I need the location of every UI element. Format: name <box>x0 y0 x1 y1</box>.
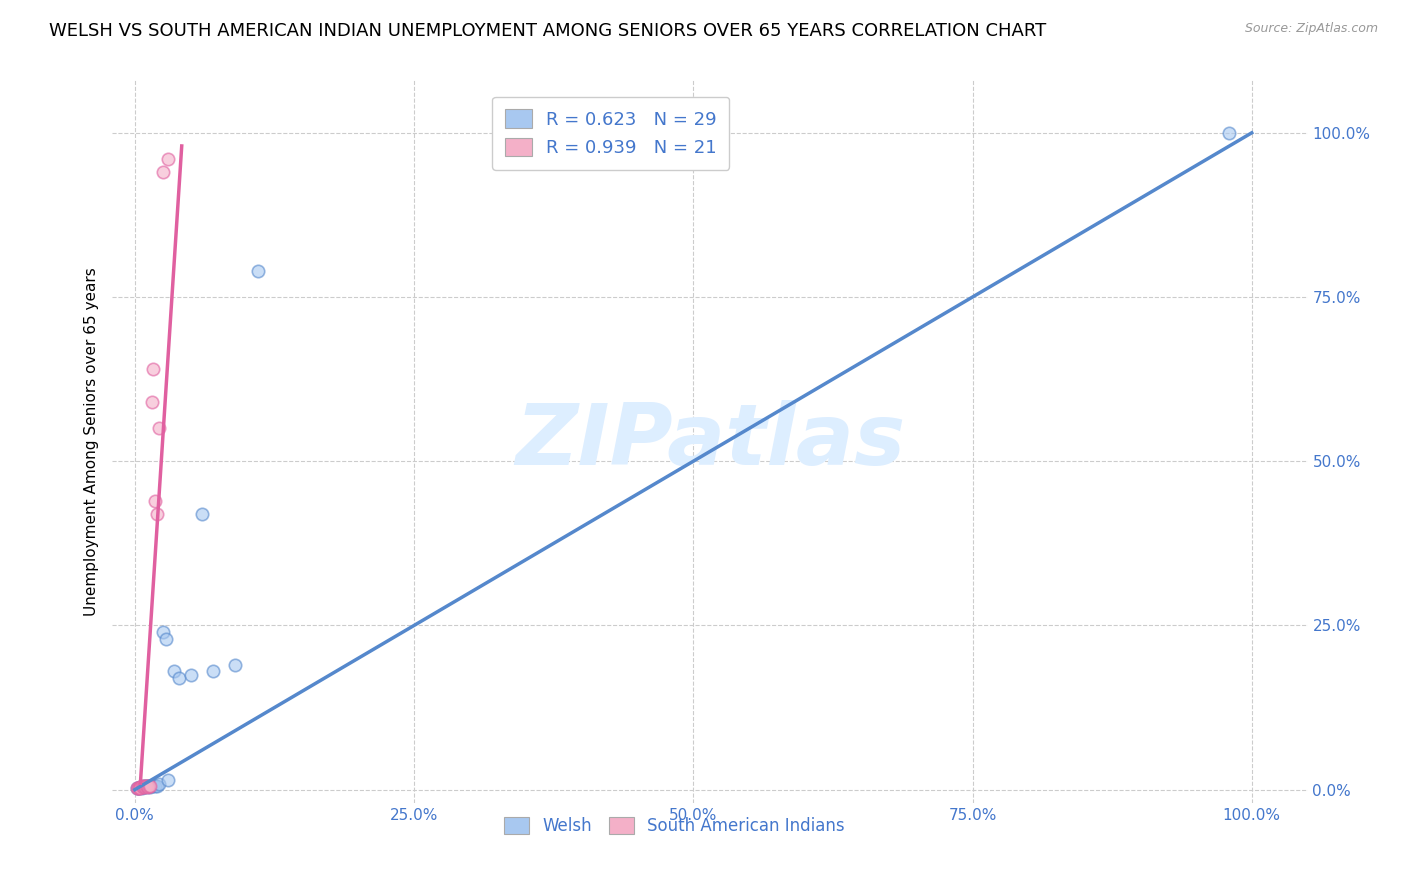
Point <box>136 779 159 793</box>
Point <box>135 780 157 794</box>
Point <box>155 632 177 646</box>
Point <box>143 493 166 508</box>
Point <box>163 665 186 679</box>
Point <box>152 165 174 179</box>
Point <box>128 780 150 795</box>
Point <box>142 778 165 792</box>
Point <box>128 780 150 795</box>
Point <box>138 779 160 793</box>
Legend: Welsh, South American Indians: Welsh, South American Indians <box>494 807 855 845</box>
Point <box>142 362 165 376</box>
Point <box>129 780 152 794</box>
Point <box>136 780 159 794</box>
Text: ZIPatlas: ZIPatlas <box>515 400 905 483</box>
Point <box>131 780 153 794</box>
Point <box>169 671 191 685</box>
Y-axis label: Unemployment Among Seniors over 65 years: Unemployment Among Seniors over 65 years <box>83 268 98 615</box>
Point <box>180 667 202 681</box>
Point <box>146 507 169 521</box>
Point <box>131 780 153 794</box>
Point <box>134 780 156 794</box>
Point <box>148 777 170 791</box>
Point <box>131 780 153 795</box>
Point <box>136 780 159 794</box>
Point <box>143 780 166 794</box>
Point <box>127 780 149 795</box>
Point <box>246 264 269 278</box>
Point <box>201 665 224 679</box>
Point <box>129 780 152 795</box>
Point <box>132 780 155 794</box>
Point <box>132 780 155 794</box>
Point <box>146 779 169 793</box>
Point <box>139 780 162 794</box>
Point <box>191 507 214 521</box>
Point <box>135 779 157 793</box>
Point <box>125 781 148 796</box>
Point <box>138 780 160 794</box>
Point <box>129 780 152 794</box>
Point <box>152 625 174 640</box>
Point <box>134 780 156 794</box>
Point <box>141 780 163 794</box>
Text: Source: ZipAtlas.com: Source: ZipAtlas.com <box>1244 22 1378 36</box>
Point <box>1218 126 1240 140</box>
Point <box>224 657 246 672</box>
Point <box>127 780 149 795</box>
Point <box>139 779 162 793</box>
Point <box>141 395 163 409</box>
Point <box>131 780 153 794</box>
Point <box>136 780 159 794</box>
Point <box>157 772 180 787</box>
Text: WELSH VS SOUTH AMERICAN INDIAN UNEMPLOYMENT AMONG SENIORS OVER 65 YEARS CORRELAT: WELSH VS SOUTH AMERICAN INDIAN UNEMPLOYM… <box>49 22 1046 40</box>
Point <box>157 152 180 166</box>
Point <box>148 421 170 435</box>
Point <box>125 781 148 796</box>
